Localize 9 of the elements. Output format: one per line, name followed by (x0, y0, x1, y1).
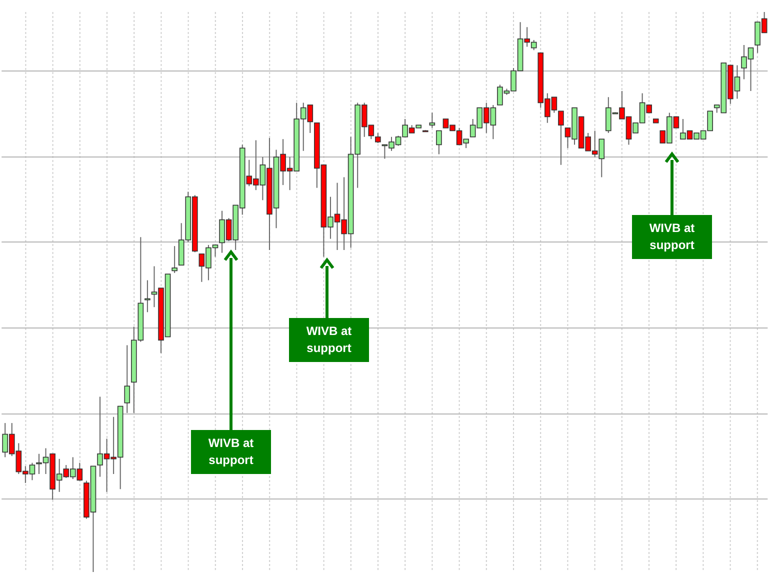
annotation: WIVB at support (191, 430, 271, 474)
candlestick (436, 130, 442, 155)
candlestick (558, 110, 564, 166)
candlestick (172, 246, 178, 274)
annotation: WIVB at support (632, 215, 712, 259)
candlestick (124, 344, 130, 414)
candlestick (429, 112, 436, 128)
candlestick (375, 132, 381, 144)
annotation: WIVB at support (289, 318, 369, 362)
